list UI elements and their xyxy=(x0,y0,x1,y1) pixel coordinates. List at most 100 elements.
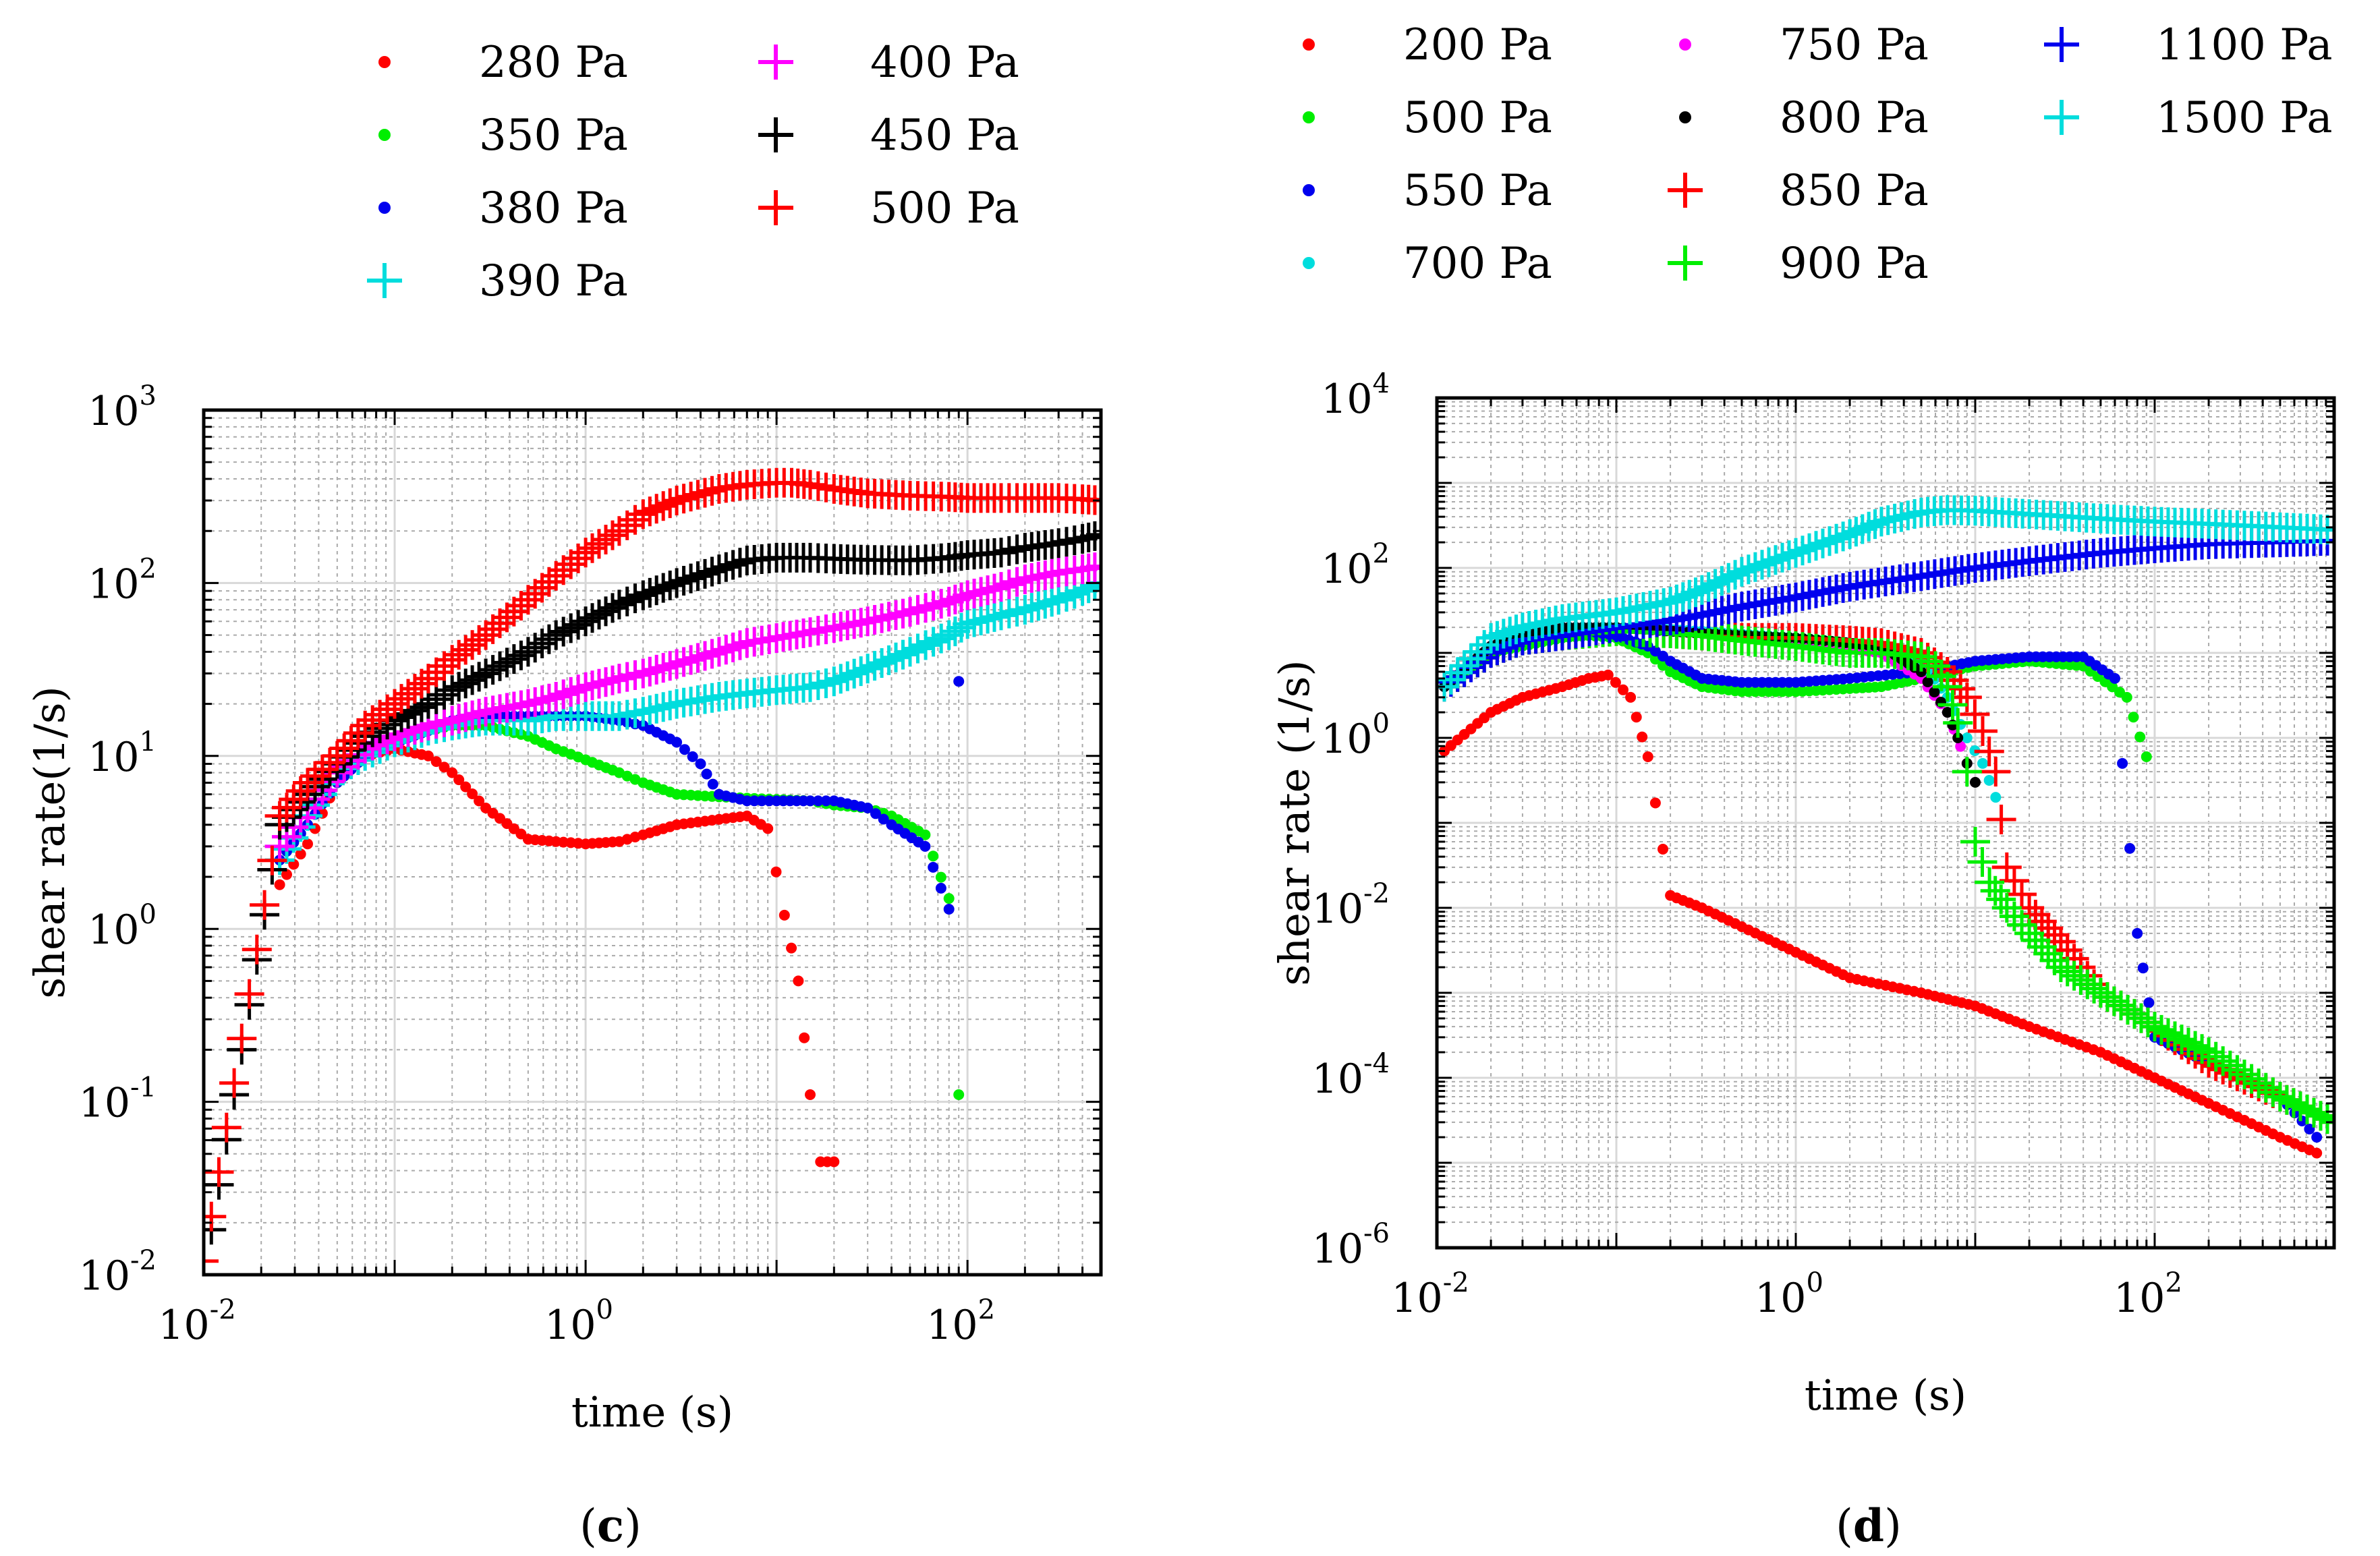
x-tick-label-exp: 2 xyxy=(2165,1267,2182,1298)
data-point xyxy=(474,795,485,807)
x-tick-label: 10-2 xyxy=(1391,1267,1469,1322)
data-point xyxy=(556,676,586,707)
x-tick-label-base: 10 xyxy=(926,1302,978,1349)
x-axis-label: time (s) xyxy=(571,1387,733,1437)
data-point xyxy=(2140,1012,2170,1042)
y-tick-label-base: 10 xyxy=(1321,716,1372,763)
data-point xyxy=(1955,741,1966,752)
data-point xyxy=(541,682,571,712)
data-point xyxy=(1707,566,1737,596)
data-point xyxy=(676,563,706,594)
legend-marker xyxy=(1679,38,1691,51)
data-point xyxy=(457,700,488,730)
data-point xyxy=(274,879,285,890)
data-point xyxy=(839,658,870,689)
data-point xyxy=(2020,925,2051,955)
data-point xyxy=(314,747,345,778)
legend-marker xyxy=(1303,184,1315,196)
data-point xyxy=(919,840,931,852)
panel-label-letter: c xyxy=(597,1499,624,1552)
data-point xyxy=(795,672,825,702)
data-point xyxy=(793,975,804,987)
legend-marker xyxy=(758,117,793,152)
data-point xyxy=(1637,731,1648,743)
legend-marker xyxy=(758,190,793,225)
data-point xyxy=(506,591,536,621)
y-tick-label-base: 10 xyxy=(88,388,139,435)
data-point xyxy=(322,741,352,771)
data-point xyxy=(1017,593,1047,623)
legend-label: 500 Pa xyxy=(870,183,1019,233)
data-point xyxy=(859,651,890,681)
data-point xyxy=(803,670,833,700)
data-point xyxy=(2124,842,2136,854)
data-point xyxy=(1943,708,1973,738)
x-tick-label-exp: -2 xyxy=(1443,1267,1469,1298)
data-point xyxy=(2027,906,2057,937)
data-point xyxy=(520,579,550,609)
data-point xyxy=(662,568,692,598)
data-point xyxy=(919,829,931,840)
data-point xyxy=(2132,927,2143,939)
data-point xyxy=(749,795,760,807)
data-point xyxy=(307,754,337,784)
data-point xyxy=(1929,687,1940,697)
data-point xyxy=(832,661,863,691)
legend-label: 450 Pa xyxy=(870,111,1019,161)
data-point xyxy=(336,726,366,756)
series-400-pa xyxy=(264,551,1101,861)
data-point xyxy=(1642,751,1653,762)
data-point xyxy=(687,751,698,762)
legend-label: 800 Pa xyxy=(1780,93,1929,143)
data-point xyxy=(2180,1031,2211,1061)
data-point xyxy=(1086,551,1101,581)
data-point xyxy=(471,658,501,689)
data-point xyxy=(1442,658,1473,688)
data-point xyxy=(697,556,727,587)
data-point xyxy=(1437,664,1466,695)
data-point xyxy=(1922,676,1933,687)
data-point xyxy=(1602,669,1614,681)
y-tick-label-exp: -1 xyxy=(130,1072,157,1103)
data-point xyxy=(499,596,529,627)
data-point xyxy=(2143,997,2155,1008)
data-point xyxy=(1961,732,1973,743)
data-point xyxy=(628,499,658,529)
data-point xyxy=(534,624,564,654)
data-point xyxy=(499,644,529,674)
data-point xyxy=(946,582,976,612)
data-point xyxy=(1740,552,1770,582)
y-tick-label-base: 10 xyxy=(88,734,139,781)
legend-label: 380 Pa xyxy=(479,183,628,233)
data-point xyxy=(946,612,976,643)
legend-item: 500 Pa xyxy=(1303,93,1552,143)
panel-label-close: ) xyxy=(624,1500,642,1552)
data-point xyxy=(934,620,964,650)
data-point xyxy=(444,672,474,702)
data-point xyxy=(1631,712,1642,723)
data-point xyxy=(778,909,790,921)
data-point xyxy=(679,744,690,755)
legend-label: 850 Pa xyxy=(1780,166,1929,216)
data-point xyxy=(635,496,665,527)
data-point xyxy=(669,566,699,596)
legend-item: 400 Pa xyxy=(758,38,1019,88)
data-point xyxy=(2167,1025,2197,1055)
data-point xyxy=(1801,531,1831,561)
data-point xyxy=(1970,776,1981,788)
data-point xyxy=(1960,699,1990,729)
data-point xyxy=(421,657,451,687)
legend-marker xyxy=(1668,173,1703,208)
x-tick-label-exp: 2 xyxy=(978,1294,995,1325)
data-point xyxy=(1010,595,1040,625)
data-point xyxy=(2128,712,2139,723)
data-point xyxy=(1476,623,1506,653)
data-point xyxy=(548,679,579,710)
y-tick-label-base: 10 xyxy=(1312,1226,1363,1273)
data-point xyxy=(2160,1021,2190,1051)
data-point xyxy=(527,573,557,603)
data-point xyxy=(556,613,586,643)
data-point xyxy=(1761,545,1790,575)
data-point xyxy=(447,767,458,778)
data-point xyxy=(953,609,983,639)
